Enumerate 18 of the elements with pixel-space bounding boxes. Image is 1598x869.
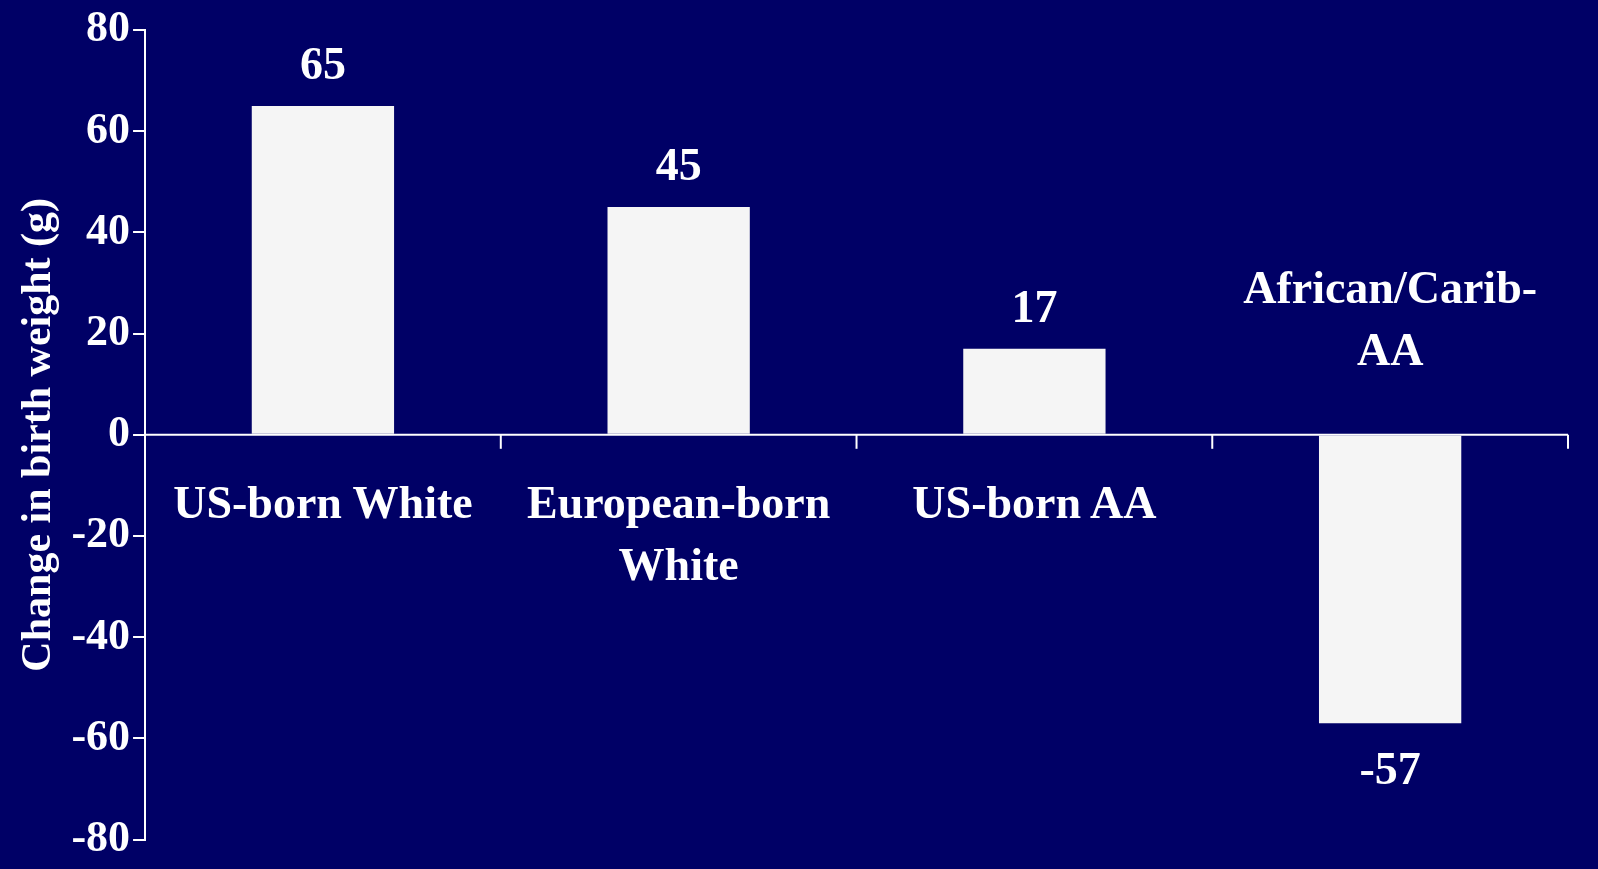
y-tick-label: 0 (108, 407, 131, 457)
y-tick-label: 40 (86, 204, 131, 254)
y-tick-label: 80 (86, 2, 131, 52)
x-tick-label: European-born White (526, 476, 831, 590)
y-tick-label: 20 (86, 305, 131, 355)
data-label: 45 (655, 138, 702, 190)
data-label: 17 (1011, 280, 1058, 332)
data-label: 65 (299, 37, 346, 89)
x-tick-label: African/Carib-AA (1243, 261, 1538, 375)
y-tick-label: 60 (86, 103, 131, 153)
data-label: -57 (1359, 743, 1421, 795)
x-tick-label: US-born White (173, 476, 473, 528)
x-tick-label: US-born AA (912, 476, 1157, 528)
y-tick-label: -80 (71, 811, 131, 861)
y-axis-title: Change in birth weight (g) (13, 197, 61, 672)
y-tick-label: -60 (71, 710, 131, 760)
y-tick-label: -40 (71, 609, 131, 659)
y-tick-label: -20 (71, 508, 131, 558)
